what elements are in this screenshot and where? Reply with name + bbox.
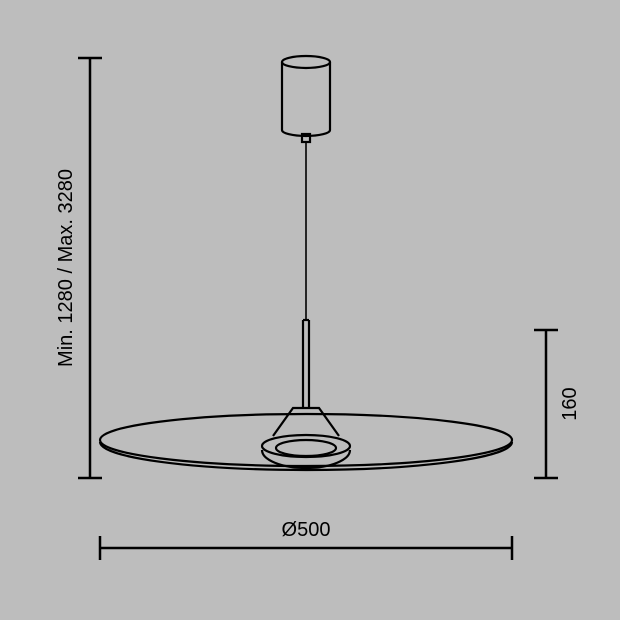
label-diameter: Ø500 [282,519,331,541]
label-shade-height: 160 [559,387,581,420]
label-total-height: Min. 1280 / Max. 3280 [55,169,77,367]
